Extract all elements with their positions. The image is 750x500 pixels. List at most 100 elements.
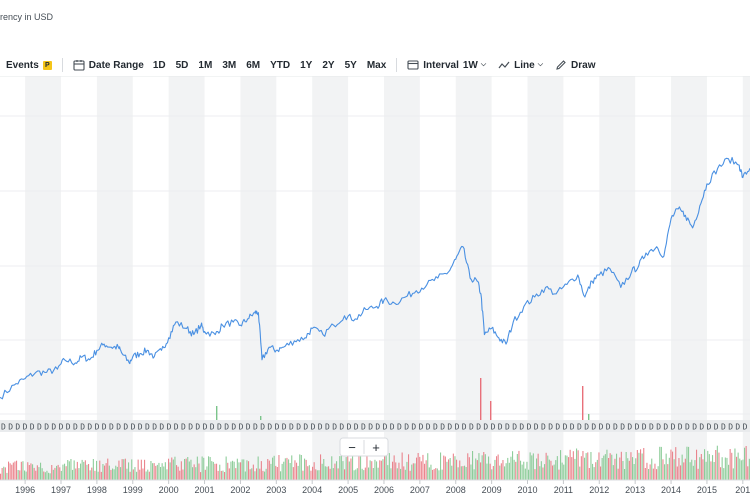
range-6m-button[interactable]: 6M (246, 59, 261, 71)
event-marker[interactable]: D (152, 423, 157, 432)
event-marker[interactable]: D (735, 423, 740, 432)
range-2y-button[interactable]: 2Y (322, 59, 335, 71)
event-marker[interactable]: D (195, 423, 200, 432)
event-marker[interactable]: D (577, 423, 582, 432)
range-3m-button[interactable]: 3M (222, 59, 237, 71)
event-marker[interactable]: D (692, 423, 697, 432)
event-marker[interactable]: D (51, 423, 56, 432)
event-marker[interactable]: D (390, 423, 395, 432)
event-marker[interactable]: D (217, 423, 222, 432)
event-marker[interactable]: D (188, 423, 193, 432)
event-marker[interactable]: D (476, 423, 481, 432)
event-marker[interactable]: D (671, 423, 676, 432)
event-marker[interactable]: D (159, 423, 164, 432)
event-marker[interactable]: D (311, 423, 316, 432)
draw-button[interactable]: Draw (555, 59, 596, 71)
event-marker[interactable]: D (462, 423, 467, 432)
event-marker[interactable]: D (721, 423, 726, 432)
event-marker[interactable]: D (167, 423, 172, 432)
event-marker[interactable]: D (23, 423, 28, 432)
event-marker[interactable]: D (411, 423, 416, 432)
event-marker[interactable]: D (512, 423, 517, 432)
event-marker[interactable]: D (131, 423, 136, 432)
event-marker[interactable]: D (642, 423, 647, 432)
event-marker[interactable]: D (404, 423, 409, 432)
event-marker[interactable]: D (714, 423, 719, 432)
event-marker[interactable]: D (15, 423, 20, 432)
event-marker[interactable]: D (87, 423, 92, 432)
event-marker[interactable]: D (203, 423, 208, 432)
event-marker[interactable]: D (469, 423, 474, 432)
event-marker[interactable]: D (426, 423, 431, 432)
event-marker[interactable]: D (397, 423, 402, 432)
event-marker[interactable]: D (498, 423, 503, 432)
event-marker[interactable]: D (685, 423, 690, 432)
event-marker[interactable]: D (519, 423, 524, 432)
event-marker[interactable]: D (584, 423, 589, 432)
event-marker[interactable]: D (678, 423, 683, 432)
event-marker[interactable]: D (267, 423, 272, 432)
event-marker[interactable]: D (347, 423, 352, 432)
event-marker[interactable]: D (548, 423, 553, 432)
event-marker[interactable]: D (635, 423, 640, 432)
event-marker[interactable]: D (627, 423, 632, 432)
event-marker[interactable]: D (699, 423, 704, 432)
range-5y-button[interactable]: 5Y (344, 59, 357, 71)
event-marker[interactable]: D (332, 423, 337, 432)
event-marker[interactable]: D (649, 423, 654, 432)
event-marker[interactable]: D (663, 423, 668, 432)
zoom-in-button[interactable]: + (372, 440, 380, 455)
range-max-button[interactable]: Max (366, 59, 387, 71)
event-marker[interactable]: D (613, 423, 618, 432)
event-marker[interactable]: D (282, 423, 287, 432)
event-marker[interactable]: D (1, 423, 6, 432)
event-marker[interactable]: D (289, 423, 294, 432)
event-marker[interactable]: D (491, 423, 496, 432)
event-marker[interactable]: D (231, 423, 236, 432)
event-marker[interactable]: D (325, 423, 330, 432)
event-marker[interactable]: D (37, 423, 42, 432)
event-marker[interactable]: D (138, 423, 143, 432)
range-5d-button[interactable]: 5D (175, 59, 189, 71)
event-marker[interactable]: D (440, 423, 445, 432)
event-marker[interactable]: D (95, 423, 100, 432)
event-marker[interactable]: D (8, 423, 13, 432)
event-marker[interactable]: D (534, 423, 539, 432)
range-1m-button[interactable]: 1M (198, 59, 213, 71)
event-marker[interactable]: D (102, 423, 107, 432)
event-marker[interactable]: D (80, 423, 85, 432)
event-marker[interactable]: D (116, 423, 121, 432)
event-marker[interactable]: D (260, 423, 265, 432)
event-marker[interactable]: D (563, 423, 568, 432)
event-marker[interactable]: D (483, 423, 488, 432)
event-marker[interactable]: D (599, 423, 604, 432)
event-marker[interactable]: D (555, 423, 560, 432)
event-marker[interactable]: D (743, 423, 748, 432)
event-marker[interactable]: D (66, 423, 71, 432)
event-marker[interactable]: D (145, 423, 150, 432)
event-marker[interactable]: D (419, 423, 424, 432)
event-marker[interactable]: D (505, 423, 510, 432)
event-marker[interactable]: D (303, 423, 308, 432)
event-marker[interactable]: D (174, 423, 179, 432)
event-marker[interactable]: D (181, 423, 186, 432)
event-marker[interactable]: D (44, 423, 49, 432)
zoom-out-button[interactable]: − (348, 440, 356, 455)
event-marker[interactable]: D (30, 423, 35, 432)
range-1y-button[interactable]: 1Y (300, 59, 313, 71)
event-marker[interactable]: D (246, 423, 251, 432)
events-button[interactable]: Events P (6, 60, 52, 71)
event-marker[interactable]: D (275, 423, 280, 432)
range-ytd-button[interactable]: YTD (270, 59, 291, 71)
event-marker[interactable]: D (541, 423, 546, 432)
event-marker[interactable]: D (656, 423, 661, 432)
event-marker[interactable]: D (253, 423, 258, 432)
event-marker[interactable]: D (318, 423, 323, 432)
event-marker[interactable]: D (570, 423, 575, 432)
event-marker[interactable]: D (368, 423, 373, 432)
date-range-button[interactable]: Date Range (73, 59, 144, 71)
event-marker[interactable]: D (447, 423, 452, 432)
event-marker[interactable]: D (728, 423, 733, 432)
event-marker[interactable]: D (433, 423, 438, 432)
